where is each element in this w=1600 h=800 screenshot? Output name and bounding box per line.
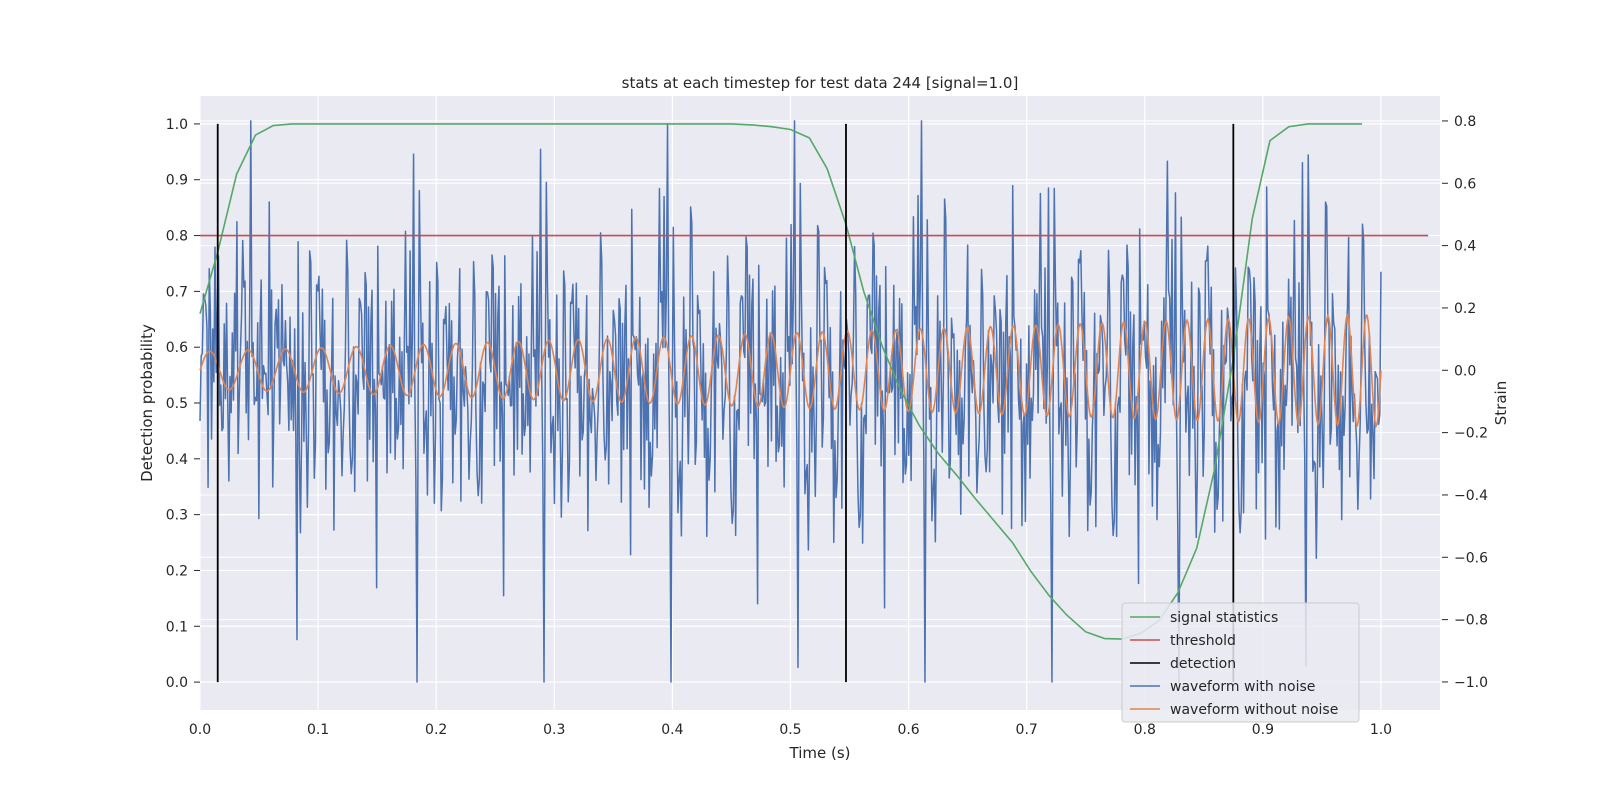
x-tick-label: 0.0 [189, 722, 211, 738]
y-left-tick-label: 0.9 [166, 173, 188, 189]
legend-item-waveform-without-noise: waveform without noise [1130, 702, 1338, 718]
y-right-tick-label: 0.2 [1454, 301, 1476, 317]
legend-item-detection: detection [1130, 656, 1236, 672]
series-waveform-without-noise [199, 312, 1382, 429]
legend-label-waveform-without-noise: waveform without noise [1170, 702, 1338, 718]
x-tick-label: 0.3 [543, 722, 565, 738]
y-right-tick-label: 0.8 [1454, 114, 1476, 130]
legend-label-signal-statistics: signal statistics [1170, 610, 1278, 626]
legend-item-waveform-with-noise: waveform with noise [1130, 679, 1315, 695]
y-right-tick-label: 0.6 [1454, 176, 1476, 192]
legend-label-detection: detection [1170, 656, 1236, 672]
y-right-tick-label: −0.4 [1454, 488, 1488, 504]
x-tick-label: 0.2 [425, 722, 447, 738]
y-left-tick-label: 0.4 [166, 452, 188, 468]
y-right-tick-label: 0.4 [1454, 239, 1476, 255]
y-right-tick-label: −0.6 [1454, 550, 1488, 566]
series-layer [199, 120, 1429, 683]
y-right-tick-label: 0.0 [1454, 363, 1476, 379]
y-left-tick-label: 1.0 [166, 117, 188, 133]
legend-label-waveform-with-noise: waveform with noise [1170, 679, 1315, 695]
y-axis-label-right: Strain [1492, 381, 1510, 425]
y-left-tick-label: 0.2 [166, 563, 188, 579]
y-left-tick-label: 0.3 [166, 508, 188, 524]
legend-item-threshold: threshold [1130, 633, 1236, 649]
y-left-tick-label: 0.8 [166, 229, 188, 245]
legend-item-signal-statistics: signal statistics [1130, 610, 1278, 626]
x-tick-label: 0.8 [1134, 722, 1156, 738]
y-right-tick-label: −1.0 [1454, 675, 1488, 691]
y-right-tick-label: −0.2 [1454, 426, 1488, 442]
x-tick-label: 0.1 [307, 722, 329, 738]
x-tick-label: 0.5 [779, 722, 801, 738]
x-tick-label: 0.6 [897, 722, 919, 738]
y-left-tick-label: 0.1 [166, 619, 188, 635]
legend: signal statistics threshold detection wa… [1121, 602, 1360, 723]
chart-title: stats at each timestep for test data 244… [622, 74, 1019, 92]
legend-box [1121, 602, 1360, 723]
series-signal-statistics [199, 123, 1363, 640]
x-tick-label: 0.4 [661, 722, 683, 738]
axes: 0.0 0.1 0.2 0.3 0.4 0.5 0.6 0.7 0.8 0.9 1.0 0.0 0.1 0… [166, 114, 1488, 738]
y-axis-label-left: Detection probability [138, 324, 156, 482]
y-right-tick-label: −0.8 [1454, 613, 1488, 629]
legend-label-threshold: threshold [1170, 633, 1236, 649]
y-left-tick-label: 0.7 [166, 284, 188, 300]
x-tick-label: 0.7 [1016, 722, 1038, 738]
x-tick-label: 1.0 [1370, 722, 1392, 738]
y-left-tick-label: 0.0 [166, 675, 188, 691]
x-tick-label: 0.9 [1252, 722, 1274, 738]
y-left-tick-label: 0.5 [166, 396, 188, 412]
y-left-tick-label: 0.6 [166, 340, 188, 356]
x-axis-label: Time (s) [789, 744, 851, 762]
